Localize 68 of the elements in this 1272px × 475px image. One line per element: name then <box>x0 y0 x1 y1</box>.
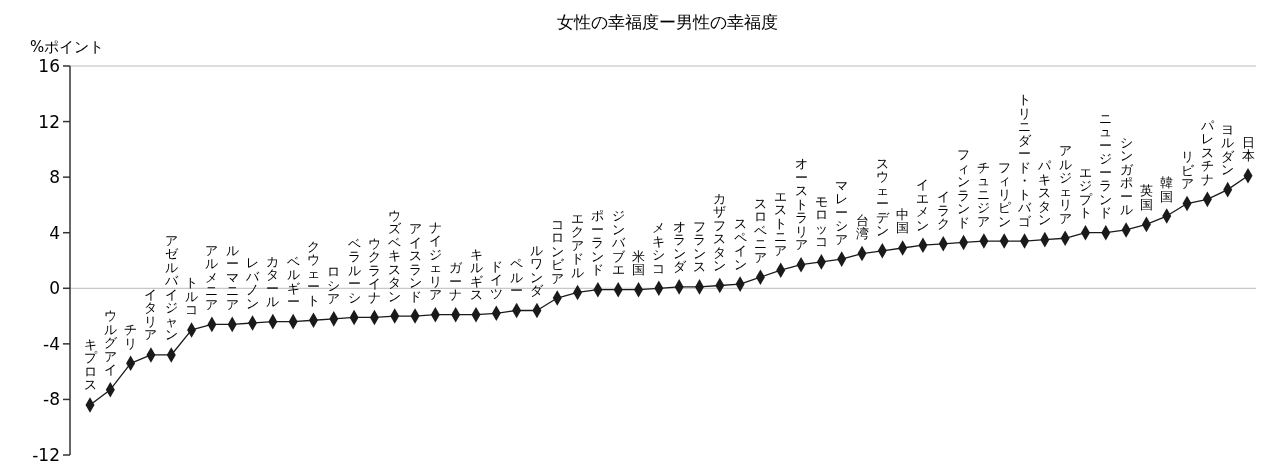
x-tick-label: ベラルーシ <box>347 235 361 305</box>
y-tick-label: 16 <box>38 55 60 76</box>
x-tick-label: ヨルダン <box>1221 121 1236 178</box>
y-axis-title: %ポイント <box>30 38 105 56</box>
x-tick-label: 台湾 <box>855 212 869 242</box>
x-tick-label: コロンビア <box>550 216 565 286</box>
x-tick-label: フィンランド <box>957 147 971 230</box>
x-tick-label: アイスランド <box>408 221 422 304</box>
x-tick-label: スロベニア <box>753 195 767 265</box>
x-tick-label: エジプト <box>1078 164 1093 221</box>
x-tick-label: ウクライナ <box>367 235 381 305</box>
x-tick-label: メキシコ <box>652 220 666 276</box>
x-tick-label: フランス <box>692 218 706 275</box>
y-tick-label: 12 <box>38 111 60 132</box>
chart-title: 女性の幸福度ー男性の幸福度 <box>556 12 778 32</box>
x-tick-label: クウェート <box>306 238 320 308</box>
x-tick-label: レバノン <box>245 255 261 311</box>
x-tick-label: チュニジア <box>977 159 991 229</box>
x-tick-label: エストニア <box>774 188 788 258</box>
x-tick-label: ルーマニア <box>225 242 239 312</box>
category-label: トリニダード・トバゴ <box>1018 92 1032 229</box>
x-tick-label: チリ <box>124 322 138 351</box>
x-tick-label: ロシア <box>327 264 341 307</box>
x-tick-label: エクアドル <box>571 210 585 280</box>
x-tick-label: カザフスタン <box>713 190 727 274</box>
x-tick-label: 英国 <box>1139 183 1153 212</box>
y-tick-label: 4 <box>49 222 60 243</box>
x-tick-label: オランダ <box>672 218 687 275</box>
x-tick-label: キプロス <box>83 336 98 393</box>
x-tick-label: ベルギー <box>286 253 300 310</box>
x-tick-label: 韓国 <box>1160 175 1174 204</box>
x-tick-label: パキスタン <box>1037 158 1053 228</box>
y-tick-label: -12 <box>32 444 60 465</box>
x-tick-label: ニュージーランド <box>1099 110 1113 221</box>
x-tick-label: トルコ <box>185 275 199 318</box>
y-tick-label: -4 <box>43 333 60 354</box>
x-tick-label: イエメン <box>916 177 930 233</box>
x-tick-label: パレスチナ <box>1199 117 1215 187</box>
x-tick-label: ナイジェリア <box>428 219 442 303</box>
x-tick-label: オーストラリア <box>794 156 808 253</box>
x-tick-label: キルギス <box>469 246 483 303</box>
y-tick-label: 8 <box>49 167 60 188</box>
x-tick-label: アルジェリア <box>1058 143 1072 226</box>
y-tick-label: 0 <box>49 278 60 299</box>
x-tick-label: ジンバブエ <box>610 208 626 278</box>
x-tick-label: ガーナ <box>449 260 464 303</box>
y-tick-label: -8 <box>43 389 60 410</box>
x-tick-label: ポーランド <box>591 208 605 278</box>
x-tick-label: ウズベキスタン <box>388 207 403 304</box>
x-tick-label: イラク <box>936 189 950 232</box>
x-tick-label: 日本 <box>1241 134 1255 164</box>
x-tick-label: ドイツ <box>489 258 503 301</box>
x-tick-label: シンガポール <box>1119 134 1134 218</box>
x-tick-label: リビア <box>1180 149 1195 192</box>
x-tick-label: アルメニア <box>205 242 219 312</box>
x-tick-label: カタール <box>266 253 280 310</box>
x-tick-label: スペイン <box>733 216 747 272</box>
x-tick-label: ウルグアイ <box>103 308 118 378</box>
x-tick-label: ルワンダ <box>530 242 545 299</box>
x-tick-label: 中国 <box>896 207 910 236</box>
x-tick-label: イタリア <box>144 286 158 343</box>
x-tick-label: 米国 <box>632 248 646 278</box>
x-tick-label: フィリピン <box>997 159 1011 229</box>
x-tick-label: アゼルバイジャン <box>163 232 179 343</box>
x-tick-label: マレーシア <box>835 177 849 247</box>
x-tick-label: モロッコ <box>814 193 828 250</box>
x-tick-label: スウェーデン <box>875 155 890 239</box>
x-tick-label: ペルー <box>510 256 524 299</box>
